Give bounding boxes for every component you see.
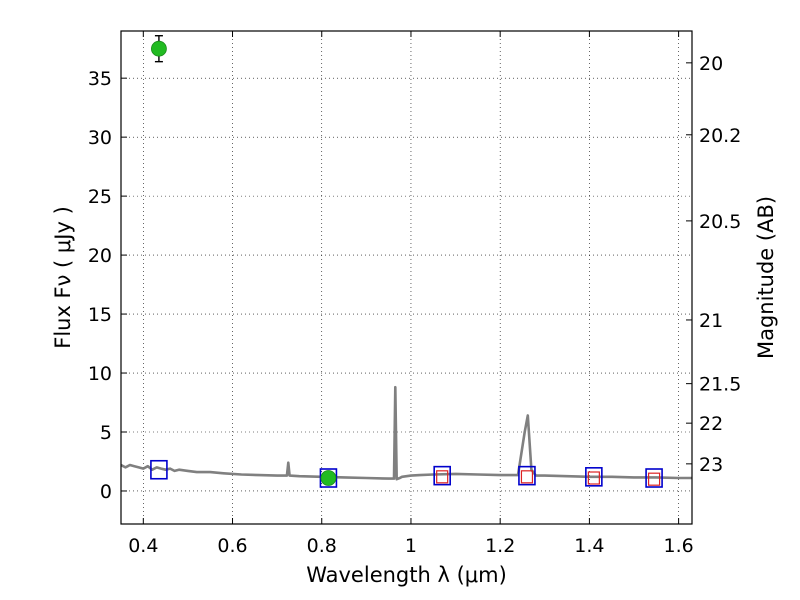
y2-tick-label: 20.2 (699, 125, 741, 147)
axes-frame (120, 30, 693, 525)
upper-limit-point (587, 471, 600, 485)
y-tick-label: 5 (100, 422, 112, 444)
y-tick-label: 25 (88, 186, 112, 208)
model-photometry-point (433, 465, 451, 486)
y-tick-label: 30 (88, 127, 112, 149)
model-photometry-point (585, 467, 603, 487)
spectrum-line (121, 385, 692, 481)
ticks: 0.4 0.6 0.8 1 1.2 1.4 1.6 0 5 10 15 20 25 30 35 20 20.2 2… (88, 31, 741, 557)
upper-limit-point (436, 470, 449, 484)
x-tick-label: 1 (405, 535, 417, 557)
x-axis-label: Wavelength λ (μm) (306, 563, 507, 587)
y-axis-label: Flux Fν ( μJy ) (51, 206, 75, 349)
upper-limit-point (647, 472, 661, 486)
observed-point (151, 40, 167, 57)
x-tick-label: 1.4 (574, 535, 604, 557)
upper-limit-point (520, 470, 534, 484)
plot-area (121, 35, 692, 488)
model-photometry-point (319, 468, 338, 488)
y2-tick-label: 21.5 (699, 374, 741, 396)
y2-tick-label: 20 (699, 53, 723, 75)
x-tick-label: 1.2 (485, 535, 515, 557)
observed-point (320, 470, 337, 486)
y-tick-label: 10 (88, 363, 112, 385)
model-photometry-point (645, 468, 663, 488)
y2-tick-label: 22 (699, 413, 723, 435)
x-tick-label: 0.6 (217, 535, 247, 557)
y-tick-label: 20 (88, 245, 112, 267)
x-tick-label: 0.4 (128, 535, 158, 557)
y2-tick-label: 21 (699, 310, 723, 332)
model-photometry-point (150, 459, 168, 480)
y-tick-label: 0 (100, 481, 112, 503)
y-tick-label: 35 (88, 68, 112, 90)
x-tick-label: 0.8 (307, 535, 337, 557)
y2-tick-label: 23 (699, 454, 723, 476)
model-photometry-point (518, 465, 536, 486)
y2-tick-label: 20.5 (699, 211, 741, 233)
x-tick-label: 1.6 (664, 535, 694, 557)
y2-axis-label: Magnitude (AB) (754, 196, 778, 359)
grid (121, 31, 692, 524)
y-tick-label: 15 (88, 304, 112, 326)
